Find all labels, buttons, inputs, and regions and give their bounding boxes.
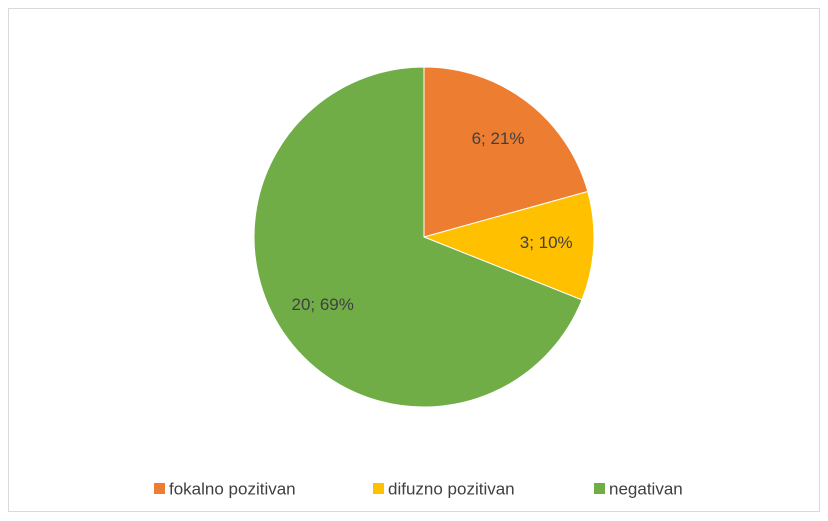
pie-slice [422, 190, 595, 301]
legend-label: fokalno pozitivan [169, 479, 296, 498]
pie-slice [253, 66, 583, 408]
data-label: 6; 21% [472, 129, 525, 148]
legend-swatch [154, 483, 165, 494]
data-label: 20; 69% [291, 295, 353, 314]
pie-slice [423, 66, 589, 238]
legend-label: negativan [609, 479, 683, 498]
legend-label: difuzno pozitivan [388, 479, 515, 498]
legend-swatch [594, 483, 605, 494]
legend-swatch [373, 483, 384, 494]
data-label: 3; 10% [520, 233, 573, 252]
